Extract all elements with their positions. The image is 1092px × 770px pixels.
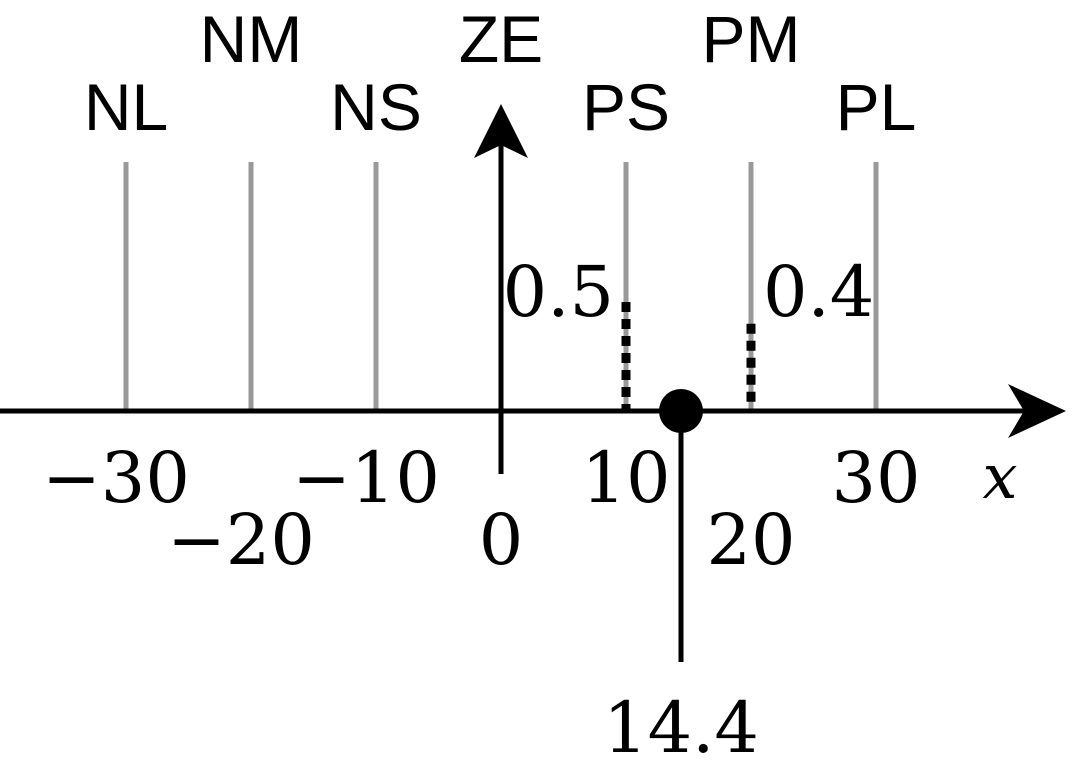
membership-degree-markers: 0.5 0.4	[503, 251, 874, 411]
tick-label-10: 10	[581, 437, 670, 519]
tick-label-30: 30	[831, 437, 920, 519]
membership-degree-label-ps: 0.5	[503, 251, 614, 333]
tick-label-20: 20	[706, 499, 795, 581]
tick-label-neg10: −10	[292, 437, 440, 519]
fuzzy-set-lines: NL NM NS ZE PS PM PL	[84, 2, 917, 411]
set-label-pl: PL	[836, 70, 917, 144]
set-label-nl: NL	[84, 70, 168, 144]
tick-label-neg30: −30	[42, 437, 190, 519]
input-value-label: 14.4	[603, 687, 759, 769]
input-point-marker	[659, 389, 703, 433]
x-axis-arrowhead	[1008, 384, 1066, 438]
set-label-nm: NM	[200, 2, 303, 76]
y-axis-arrowhead	[474, 104, 528, 158]
x-axis-label: x	[983, 440, 1018, 513]
set-label-pm: PM	[702, 2, 801, 76]
tick-label-neg20: −20	[167, 499, 315, 581]
set-label-ns: NS	[330, 70, 422, 144]
tick-label-0: 0	[479, 499, 524, 581]
x-tick-labels: −30−20−10 0 10 20 30	[42, 437, 920, 581]
set-label-ze: ZE	[459, 2, 543, 76]
set-label-ps: PS	[582, 70, 670, 144]
membership-degree-label-pm: 0.4	[763, 251, 874, 333]
